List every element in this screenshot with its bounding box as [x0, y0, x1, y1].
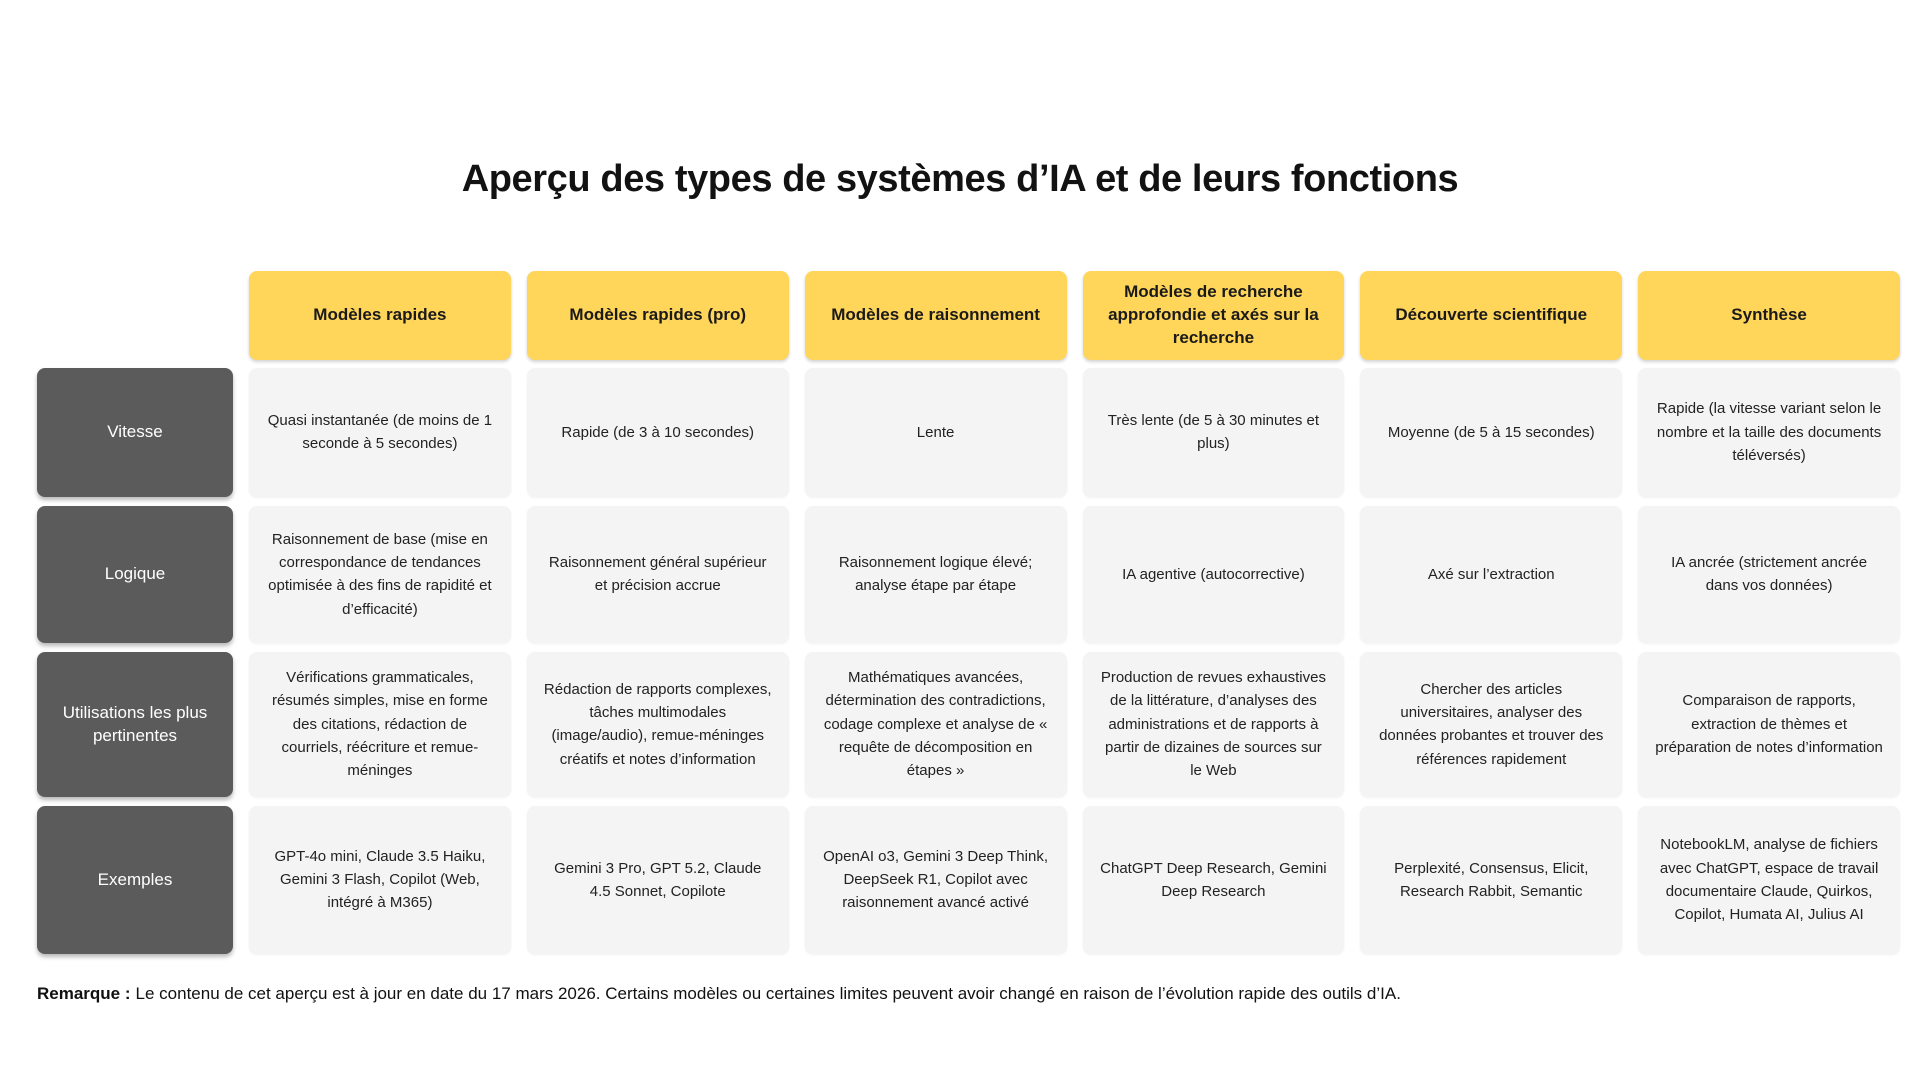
row-label-utilisations: Utilisations les plus pertinentes: [37, 651, 233, 797]
table-cell: NotebookLM, analyse de fichiers avec Cha…: [1638, 805, 1900, 954]
table-cell: Mathématiques avancées, détermination de…: [804, 651, 1067, 797]
row-label-vitesse: Vitesse: [37, 367, 233, 497]
column-header-synthese: Synthèse: [1638, 271, 1900, 360]
column-header-modeles-raisonnement: Modèles de raisonnement: [804, 271, 1067, 360]
table-cell: ChatGPT Deep Research, Gemini Deep Resea…: [1082, 805, 1345, 954]
column-header-modeles-rapides-pro: Modèles rapides (pro): [526, 271, 789, 360]
table-cell: Raisonnement de base (mise en correspond…: [249, 505, 511, 643]
table-cell: IA agentive (autocorrective): [1082, 505, 1345, 643]
table-cell: IA ancrée (strictement ancrée dans vos d…: [1638, 505, 1900, 643]
table-row-logique: Logique Raisonnement de base (mise en co…: [37, 505, 1900, 643]
table-cell: Rapide (de 3 à 10 secondes): [526, 367, 789, 497]
table-cell: Lente: [804, 367, 1067, 497]
table-cell: Gemini 3 Pro, GPT 5.2, Claude 4.5 Sonnet…: [526, 805, 789, 954]
table-cell: Moyenne (de 5 à 15 secondes): [1360, 367, 1623, 497]
table-cell: Rapide (la vitesse variant selon le nomb…: [1638, 367, 1900, 497]
table-cell: Perplexité, Consensus, Elicit, Research …: [1360, 805, 1623, 954]
table-cell: Comparaison de rapports, extraction de t…: [1638, 651, 1900, 797]
row-label-logique: Logique: [37, 505, 233, 643]
row-label-exemples: Exemples: [37, 805, 233, 954]
table-cell: Quasi instantanée (de moins de 1 seconde…: [249, 367, 511, 497]
footnote-text: Le contenu de cet aperçu est à jour en d…: [135, 983, 1401, 1003]
table-row-exemples: Exemples GPT-4o mini, Claude 3.5 Haiku, …: [37, 805, 1900, 954]
table-cell: Raisonnement général supérieur et précis…: [526, 505, 789, 643]
table-row-vitesse: Vitesse Quasi instantanée (de moins de 1…: [37, 367, 1900, 497]
table-cell: GPT-4o mini, Claude 3.5 Haiku, Gemini 3 …: [249, 805, 511, 954]
table-cell: Vérifications grammaticales, résumés sim…: [249, 651, 511, 797]
table-row-utilisations: Utilisations les plus pertinentes Vérifi…: [37, 651, 1900, 797]
table-cell: Chercher des articles universitaires, an…: [1360, 651, 1623, 797]
table-cell: Production de revues exhaustives de la l…: [1082, 651, 1345, 797]
footnote-label: Remarque :: [37, 983, 131, 1003]
table-cell: Raisonnement logique élevé; analyse étap…: [804, 505, 1067, 643]
footnote: Remarque : Le contenu de cet aperçu est à…: [37, 984, 1920, 1004]
table-cell: OpenAI o3, Gemini 3 Deep Think, DeepSeek…: [804, 805, 1067, 954]
table-cell: Rédaction de rapports complexes, tâches …: [526, 651, 789, 797]
table-cell: Axé sur l’extraction: [1360, 505, 1623, 643]
ai-systems-table: Modèles rapides Modèles rapides (pro) Mo…: [37, 271, 1900, 954]
table-header-row: Modèles rapides Modèles rapides (pro) Mo…: [37, 271, 1900, 360]
table-cell: Très lente (de 5 à 30 minutes et plus): [1082, 367, 1345, 497]
column-header-recherche-approfondie: Modèles de recherche approfondie et axés…: [1082, 271, 1345, 360]
column-header-modeles-rapides: Modèles rapides: [249, 271, 511, 360]
page-title: Aperçu des types de systèmes d’IA et de …: [461, 158, 1459, 200]
column-header-decouverte-scientifique: Découverte scientifique: [1360, 271, 1623, 360]
corner-spacer: [37, 271, 233, 360]
